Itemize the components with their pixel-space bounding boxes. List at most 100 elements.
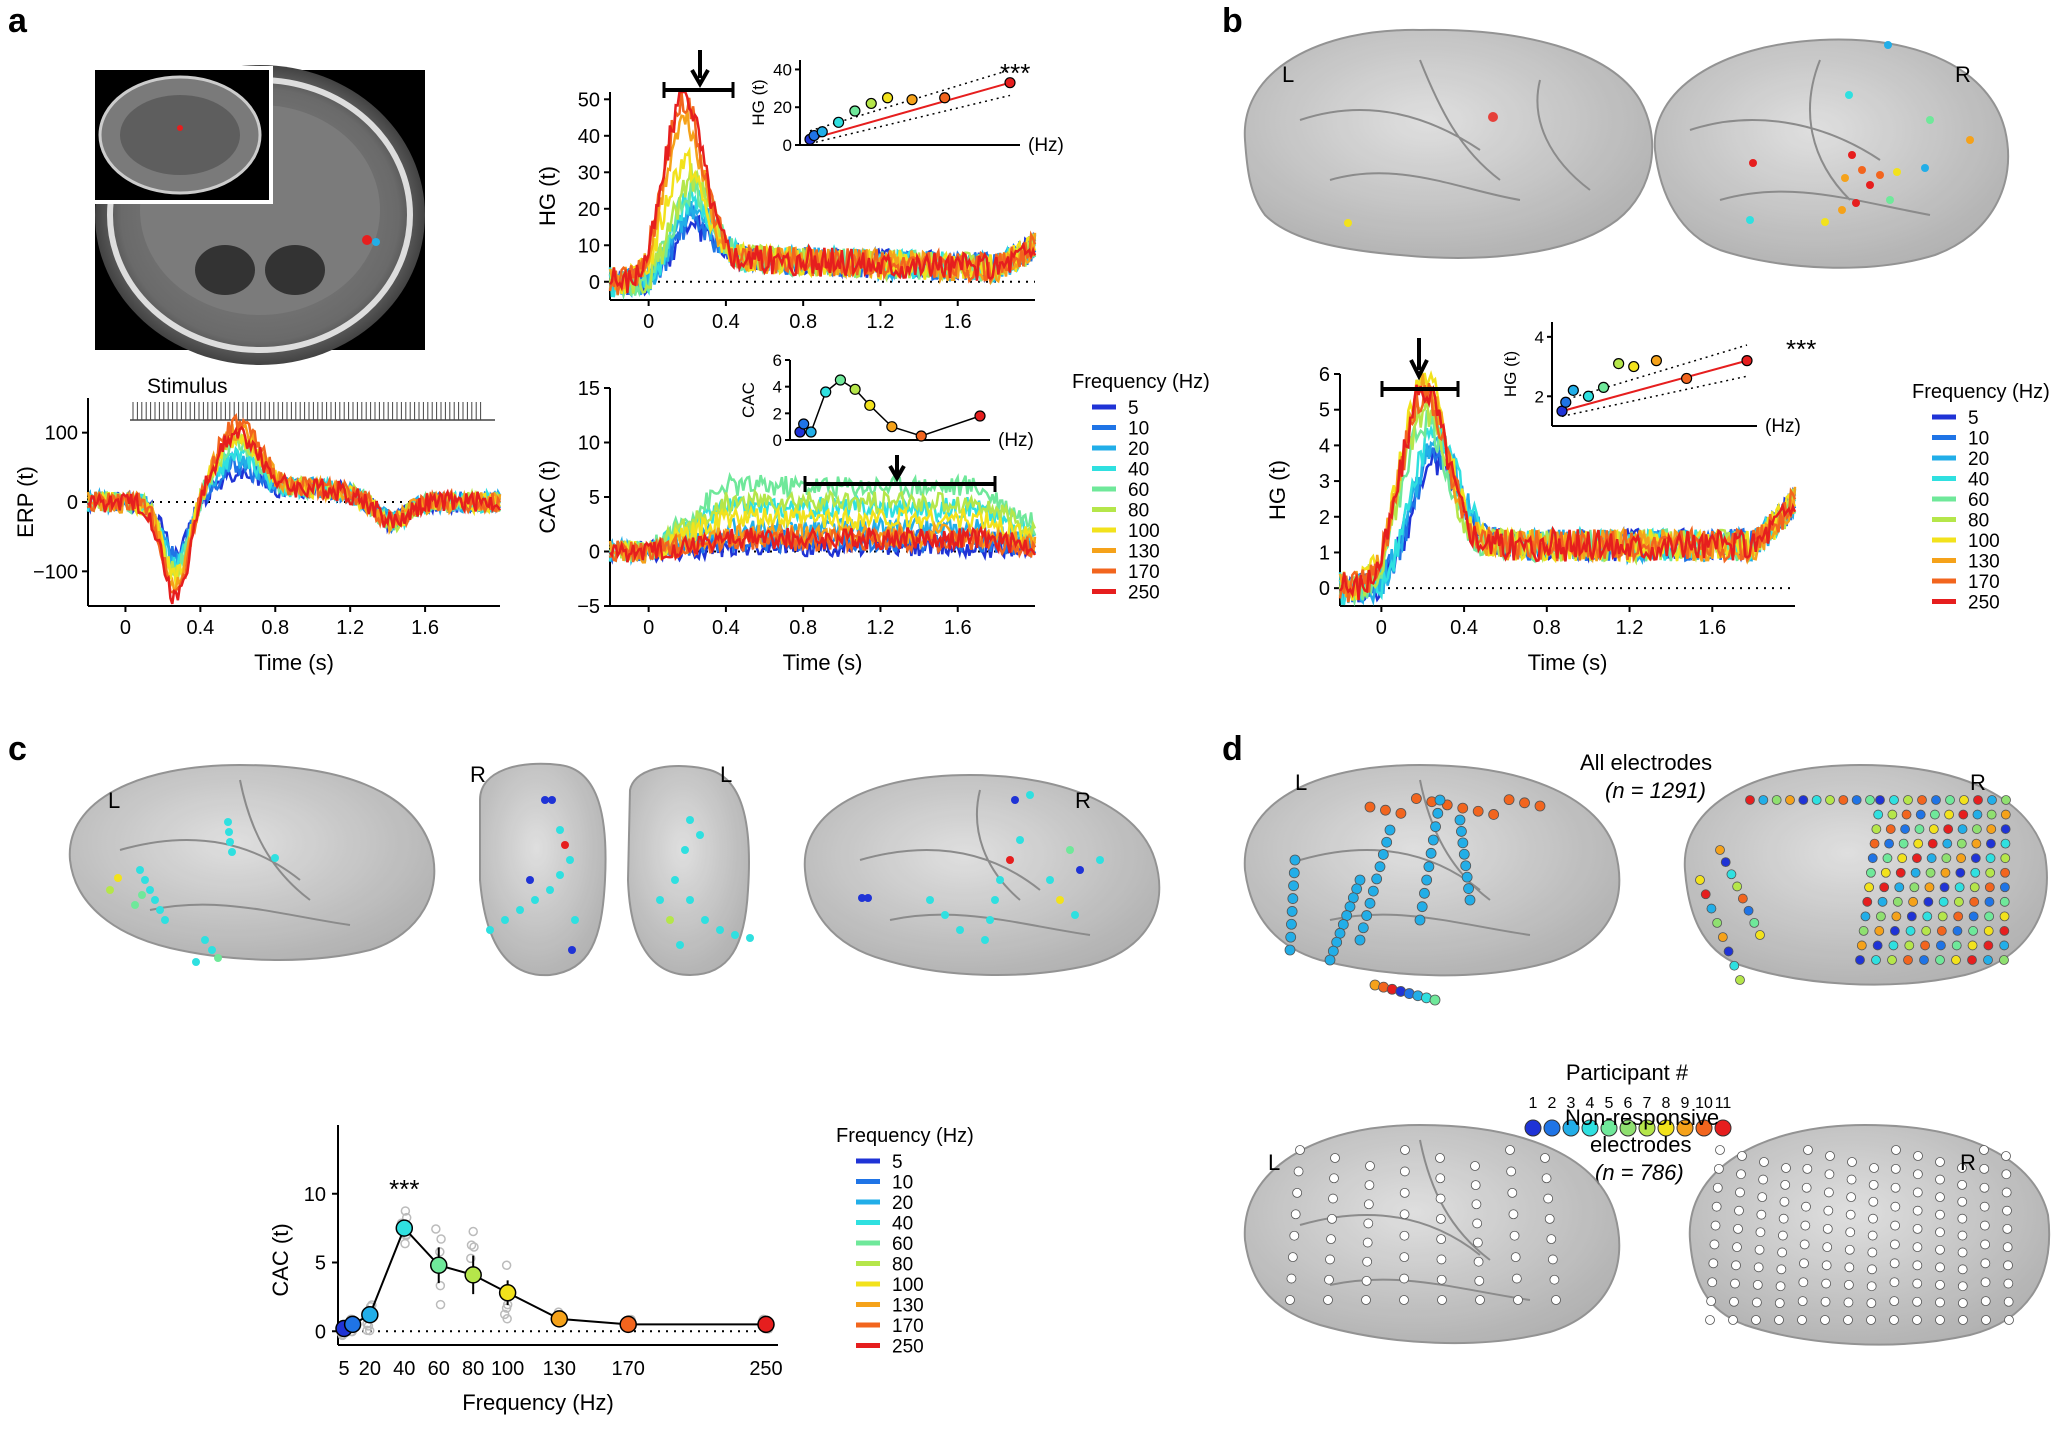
- electrode: [1856, 940, 1867, 951]
- electrode: [1983, 926, 1994, 936]
- electrode: [1751, 1297, 1762, 1308]
- electrode: [1922, 911, 1933, 922]
- electrode: [1891, 1145, 1901, 1155]
- significance-stars: ***: [1786, 334, 1816, 364]
- electrode: [1957, 1298, 1968, 1309]
- brain-d-4-electrodes: [1705, 1145, 2014, 1325]
- electrode: [1862, 896, 1873, 907]
- electrode: [1715, 845, 1725, 855]
- electrode: [1323, 1295, 1333, 1305]
- electrode: [1437, 1295, 1447, 1305]
- electrode: [1534, 800, 1546, 812]
- electrode: [1884, 838, 1894, 849]
- electrode: [1508, 1209, 1519, 1220]
- inset-point-100hz: [881, 92, 894, 104]
- electrode: [1416, 901, 1428, 913]
- electrode: [1879, 882, 1890, 893]
- electrode: [1503, 794, 1515, 806]
- electrode: [1777, 1230, 1788, 1241]
- x-tick-label: 0: [643, 311, 654, 333]
- electrode: [1399, 1187, 1410, 1198]
- legend-label-80: 80: [892, 1255, 913, 1276]
- electrode: [1920, 940, 1930, 951]
- participant-swatch-7: [1638, 1119, 1656, 1137]
- electrode: [1289, 854, 1301, 866]
- electrode: [1935, 1244, 1945, 1255]
- electrode: [1939, 882, 1950, 893]
- electrode: [1700, 889, 1711, 900]
- x-tick-label: 0: [1376, 617, 1387, 639]
- electrode: [1959, 795, 1969, 805]
- electrode: [2000, 882, 2010, 893]
- electrode: [1371, 873, 1383, 885]
- inset-point-250hz: [1741, 355, 1753, 367]
- electrode: [1384, 824, 1396, 836]
- y-tick-label: 10: [578, 235, 600, 257]
- legend-title: Frequency (Hz): [836, 1125, 974, 1147]
- electrode: [1361, 910, 1373, 921]
- individual-point: [469, 1242, 479, 1252]
- participant-swatch-10: [1695, 1119, 1713, 1137]
- electrode: [1707, 1277, 1718, 1288]
- y-tick-label: 0: [67, 492, 78, 514]
- electrode: [1802, 1163, 1813, 1174]
- inset-y-tick-label: 40: [773, 60, 792, 79]
- electrode: [1944, 809, 1954, 820]
- brain-c-4: [803, 773, 1161, 976]
- electrode: [1882, 853, 1893, 864]
- brain-d-3-electrodes: [1285, 1145, 1561, 1305]
- electrode: [1915, 809, 1926, 820]
- electrode: [1952, 926, 1963, 936]
- electrode: [1732, 1242, 1742, 1253]
- participant-swatch-9: [1676, 1119, 1694, 1137]
- legend-label-10: 10: [892, 1173, 913, 1194]
- y-tick-label: 30: [578, 162, 600, 184]
- electrode: [1470, 1161, 1480, 1171]
- brain-c-3: [626, 765, 754, 977]
- x-tick-label: 0.8: [789, 311, 817, 333]
- electrode: [1865, 795, 1875, 805]
- peak-arrow: [1409, 338, 1429, 381]
- inset-y-tick-label: 2: [773, 404, 782, 423]
- electrode: [1986, 838, 1996, 849]
- electrode: [1999, 955, 2009, 965]
- electrode: [1866, 1298, 1877, 1309]
- electrode: [2003, 1296, 2014, 1307]
- inset-point-20hz: [805, 426, 817, 438]
- brain-d-2-label: R: [1970, 770, 1986, 795]
- brain-c-3-label: L: [720, 762, 732, 787]
- y-tick-label: 100: [45, 423, 78, 445]
- legend-label-170: 170: [1128, 562, 1160, 583]
- brain-d-2: [1683, 763, 2048, 986]
- inset-point-60hz: [1597, 381, 1610, 393]
- brain-d-1-label: L: [1295, 770, 1307, 795]
- participant-legend-label-3: 3: [1567, 1095, 1576, 1112]
- brain-d-2-electrodes: [1695, 795, 2011, 985]
- legend-title: Frequency (Hz): [1912, 381, 2050, 403]
- electrode: [1749, 917, 1760, 928]
- electrode: [1735, 975, 1745, 985]
- electrode: [1847, 1157, 1857, 1167]
- electrode: [1877, 896, 1888, 907]
- electrode: [1980, 1277, 1991, 1288]
- electrode: [2002, 1242, 2013, 1253]
- electrode: [1286, 918, 1297, 930]
- mean-line: [343, 1226, 766, 1330]
- window-arrow: [888, 455, 906, 482]
- electrode: [1330, 1153, 1340, 1163]
- electrode: [1399, 1273, 1410, 1284]
- electrode: [1956, 838, 1967, 849]
- participant-swatch-8: [1657, 1119, 1675, 1137]
- series-line-250hz: [609, 525, 1037, 563]
- electrode: [1723, 946, 1734, 957]
- electrode: [1912, 1187, 1923, 1198]
- individual-point: [364, 1325, 375, 1336]
- electrode: [2002, 1205, 2012, 1216]
- electrode: [1868, 1179, 1879, 1190]
- inset-y-label: CAC: [739, 382, 758, 418]
- electrode: [1912, 1223, 1923, 1234]
- y-tick-label: 5: [1319, 400, 1330, 422]
- electrode: [1898, 838, 1909, 849]
- electrode: [1927, 838, 1938, 849]
- electrode: [1286, 1273, 1297, 1284]
